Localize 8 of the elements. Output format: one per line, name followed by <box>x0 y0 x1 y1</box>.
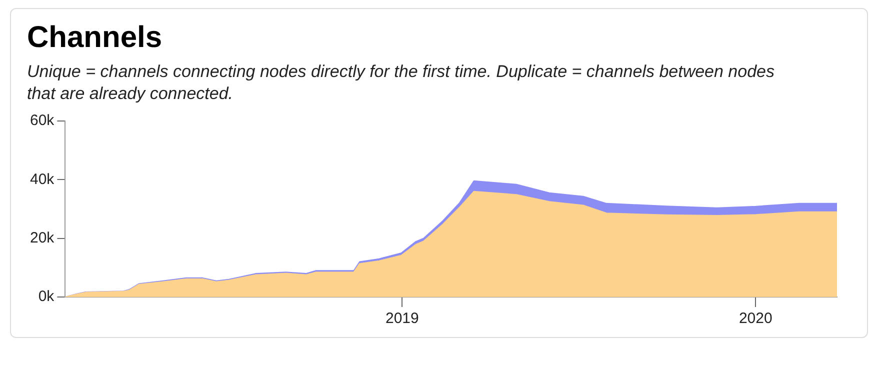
chart-subtitle: Unique = channels connecting nodes directly for the first time. Duplicate = channels between nodes that are already connected. <box>27 61 776 105</box>
x-tick-label: 2020 <box>738 310 772 328</box>
y-tick-label: 0k <box>38 288 55 306</box>
y-tick-label: 60k <box>30 112 55 130</box>
y-tick-label: 20k <box>30 229 55 246</box>
x-tick-label: 2019 <box>386 310 419 328</box>
chart-title: Channels <box>27 21 164 55</box>
y-tick-label: 40k <box>30 170 55 188</box>
